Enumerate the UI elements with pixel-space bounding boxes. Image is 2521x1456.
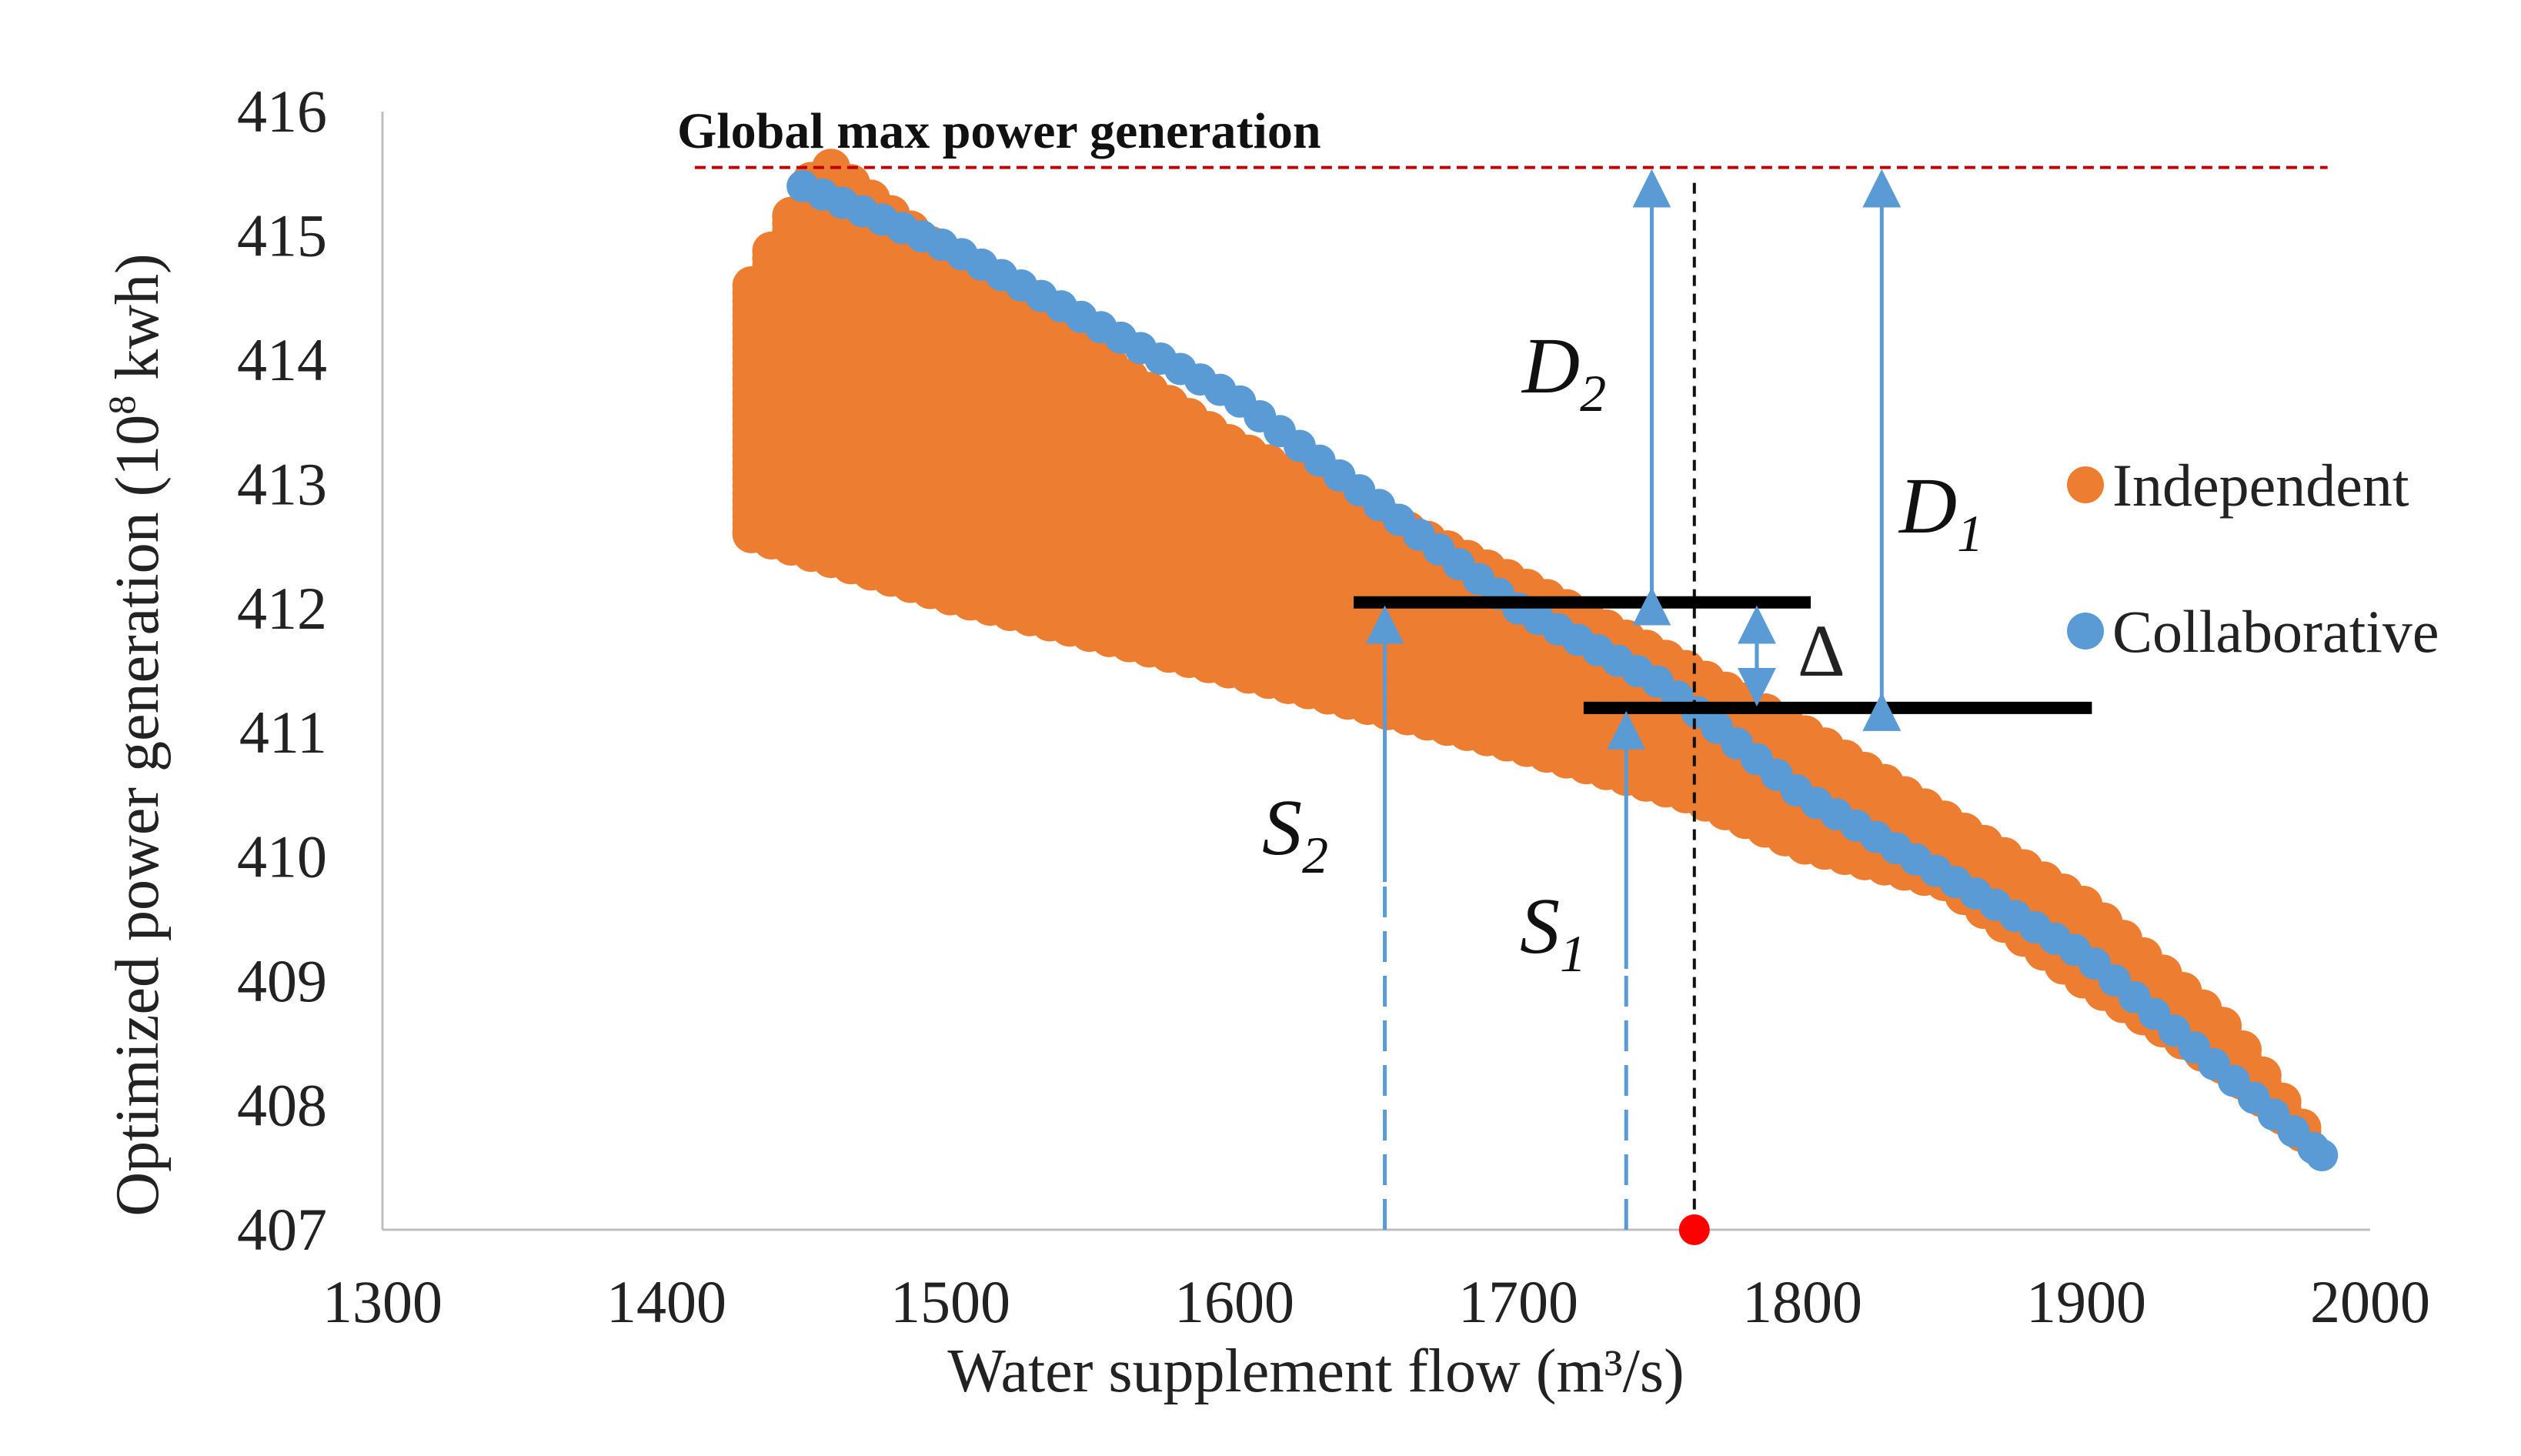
y-axis-title-base: Optimized power generation (10 xyxy=(104,415,172,1217)
y-tick-label: 411 xyxy=(239,699,327,766)
collaborative-series xyxy=(786,169,2339,1172)
y-tick-label: 416 xyxy=(237,78,327,145)
y-axis-title: Optimized power generation (108 kwh) xyxy=(100,253,172,1216)
delta-label: Δ xyxy=(1798,609,1845,692)
x-tick-label: 1900 xyxy=(2026,1268,2146,1335)
x-tick-label: 1500 xyxy=(890,1268,1010,1335)
s2-label: S2 xyxy=(1262,783,1328,884)
global-max-label: Global max power generation xyxy=(677,103,1321,159)
y-tick-label: 414 xyxy=(237,326,327,393)
y-axis-title-tail: kwh) xyxy=(104,253,172,395)
red-point xyxy=(1678,1214,1710,1245)
x-tick-label: 1800 xyxy=(1742,1268,1862,1335)
plot-area xyxy=(381,112,2370,1231)
x-tick-label: 1300 xyxy=(322,1268,442,1335)
y-tick-label: 413 xyxy=(237,450,327,517)
y-tick-label: 409 xyxy=(237,947,327,1014)
x-tick-label: 1400 xyxy=(606,1268,726,1335)
y-tick-label: 412 xyxy=(237,575,327,642)
d1-label: D1 xyxy=(1898,462,1983,563)
y-axis-title-sup: 8 xyxy=(100,396,143,415)
collaborative-point xyxy=(2306,1139,2339,1172)
legend-collaborative-marker xyxy=(2067,613,2104,650)
s1-label: S1 xyxy=(1520,882,1586,983)
annotations-layer xyxy=(694,165,2328,1245)
independent-series xyxy=(732,149,2322,1153)
legend-independent-label: Independent xyxy=(2112,452,2409,519)
d2-label: D2 xyxy=(1521,322,1606,422)
legend-collaborative-label: Collaborative xyxy=(2112,598,2439,665)
x-tick-label: 1600 xyxy=(1174,1268,1294,1335)
y-tick-label: 410 xyxy=(237,823,327,890)
x-axis-ticks: 1300 1400 1500 1600 1700 1800 1900 2000 xyxy=(322,1268,2430,1335)
y-tick-label: 407 xyxy=(237,1196,327,1263)
y-tick-label: 415 xyxy=(237,202,327,269)
x-tick-label: 2000 xyxy=(2310,1268,2430,1335)
x-tick-label: 1700 xyxy=(1458,1268,1578,1335)
legend: Independent Collaborative xyxy=(2067,452,2439,665)
legend-independent-marker xyxy=(2067,466,2104,503)
x-axis-title: Water supplement flow (m³/s) xyxy=(947,1337,1684,1405)
y-tick-label: 408 xyxy=(237,1072,327,1139)
y-axis-ticks: 407 408 409 410 411 412 413 414 415 416 xyxy=(237,78,327,1263)
